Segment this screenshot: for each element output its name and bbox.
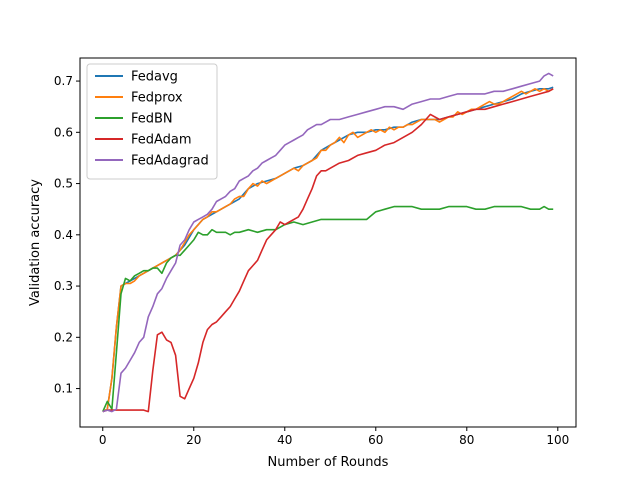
y-tick-label: 0.4: [54, 228, 73, 242]
series-line-fedadam: [102, 88, 554, 413]
x-tick-label: 60: [368, 433, 383, 447]
legend-box: [86, 63, 218, 180]
x-tick-label: 20: [186, 433, 201, 447]
x-axis: 0 20 40 60 80 100: [99, 427, 569, 447]
x-tick-label: 100: [546, 433, 569, 447]
y-tick-label: 0.2: [54, 330, 73, 344]
series-line-fedadagrad: [102, 72, 554, 413]
y-tick-label: 0.3: [54, 279, 73, 293]
x-tick-label: 80: [459, 433, 474, 447]
y-tick-label: 0.1: [54, 382, 73, 396]
y-tick-label: 0.7: [54, 74, 73, 88]
legend-label: Fedavg: [131, 70, 178, 85]
plot-area: [102, 72, 554, 413]
y-tick-label: 0.5: [54, 177, 73, 191]
x-axis-label: Number of Rounds: [268, 455, 389, 470]
legend: Fedavg Fedprox FedBN FedAdam FedAdagrad: [86, 63, 218, 180]
plot-frame: [79, 57, 577, 428]
legend-label: Fedprox: [131, 91, 183, 106]
legend-label: FedAdagrad: [131, 154, 209, 169]
x-tick-label: 40: [277, 433, 292, 447]
legend-label: FedBN: [131, 112, 173, 127]
y-tick-label: 0.6: [54, 125, 73, 139]
y-axis: 0.1 0.2 0.3 0.4 0.5 0.6 0.7: [54, 74, 80, 396]
y-axis-label: Validation accuracy: [28, 179, 43, 306]
legend-label: FedAdam: [131, 133, 192, 148]
x-tick-label: 0: [99, 433, 107, 447]
series-line-fedbn: [102, 205, 554, 412]
